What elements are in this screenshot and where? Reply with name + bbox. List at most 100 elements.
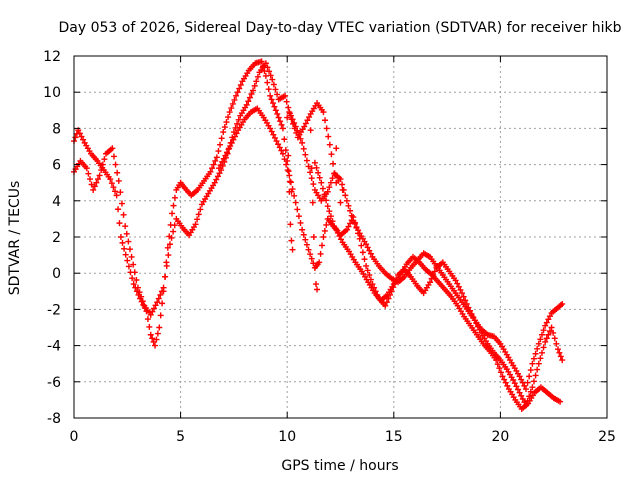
data-point [283, 161, 290, 168]
data-point [559, 357, 566, 364]
data-point [223, 149, 230, 156]
data-point [527, 367, 534, 374]
data-point [366, 247, 373, 254]
data-point [364, 244, 371, 251]
data-point [307, 169, 314, 176]
data-point [284, 114, 291, 121]
series-spike-2 [307, 127, 321, 293]
data-point [543, 319, 550, 326]
data-point [90, 186, 97, 193]
data-point [265, 86, 272, 93]
data-point [302, 120, 309, 127]
data-point [130, 261, 137, 268]
data-point [125, 238, 132, 245]
data-point [550, 329, 557, 336]
data-point [231, 133, 238, 140]
data-point [213, 176, 220, 183]
data-point [139, 298, 146, 305]
data-point [529, 384, 536, 391]
data-point [281, 156, 288, 163]
data-point [266, 68, 273, 75]
data-point [538, 349, 545, 356]
data-point [275, 141, 282, 148]
data-point [537, 355, 544, 362]
data-point [171, 222, 178, 229]
data-point [321, 227, 328, 234]
data-point [542, 338, 549, 345]
data-point [301, 123, 308, 130]
data-point [329, 175, 336, 182]
data-point [551, 335, 558, 342]
data-point [122, 251, 129, 258]
data-point [333, 145, 340, 152]
data-point [279, 125, 286, 132]
data-point [221, 124, 228, 131]
data-point [329, 218, 336, 225]
data-point [294, 127, 301, 134]
data-point [287, 179, 294, 186]
data-point [348, 217, 355, 224]
data-point [169, 210, 176, 217]
data-point [546, 313, 553, 320]
data-point [308, 255, 315, 262]
data-point [117, 189, 124, 196]
data-point [309, 199, 316, 206]
data-point [109, 145, 116, 152]
data-point [518, 392, 525, 399]
data-point [316, 174, 323, 181]
data-point [222, 152, 229, 159]
data-point [113, 192, 120, 199]
y-tick-label: -2 [47, 302, 61, 318]
data-point [165, 252, 172, 259]
data-point [302, 151, 309, 158]
data-point [144, 316, 151, 323]
data-point [215, 148, 222, 155]
data-point [387, 291, 394, 298]
data-point [513, 383, 520, 390]
data-point [157, 291, 164, 298]
data-point [522, 386, 529, 393]
data-point [326, 184, 333, 191]
data-point [428, 275, 435, 282]
series-track-1 [71, 58, 295, 349]
data-point [225, 146, 232, 153]
data-point [233, 130, 240, 137]
data-point [291, 119, 298, 126]
data-point [91, 183, 98, 190]
data-point [96, 172, 103, 179]
data-point [274, 110, 281, 117]
data-point [292, 123, 299, 130]
data-point [245, 98, 252, 105]
data-point [330, 160, 337, 167]
data-point [462, 297, 469, 304]
data-point [130, 281, 137, 288]
data-point [535, 360, 542, 367]
data-point [302, 236, 309, 243]
data-point [316, 259, 323, 266]
data-point [300, 145, 307, 152]
data-point [236, 85, 243, 92]
data-point [118, 200, 125, 207]
data-point [72, 134, 79, 141]
data-point [125, 263, 132, 270]
data-point [283, 98, 290, 105]
data-point [324, 203, 331, 210]
data-point [229, 100, 236, 107]
data-point [527, 388, 534, 395]
data-point [110, 184, 117, 191]
data-point [270, 131, 277, 138]
data-point [529, 360, 536, 367]
data-point [156, 324, 163, 331]
data-point [546, 328, 553, 335]
data-point [278, 121, 285, 128]
data-point [107, 176, 114, 183]
data-point [269, 100, 276, 107]
data-point [207, 168, 214, 175]
data-point [530, 355, 537, 362]
data-point [311, 159, 318, 166]
data-point [278, 147, 285, 154]
data-point [467, 307, 474, 314]
data-point [543, 335, 550, 342]
data-point [154, 299, 161, 306]
data-point [537, 336, 544, 343]
